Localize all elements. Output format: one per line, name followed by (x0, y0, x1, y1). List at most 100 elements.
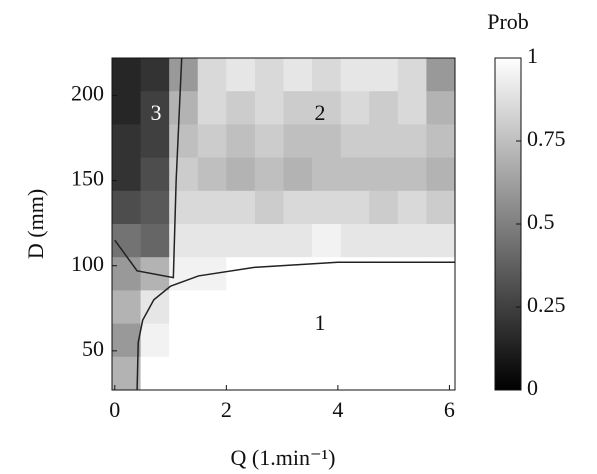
heatmap-cell (254, 290, 284, 325)
heatmap-cell (369, 58, 399, 92)
heatmap-cell (312, 323, 342, 358)
heatmap-cell (140, 157, 170, 192)
heatmap-cell (226, 91, 256, 125)
heatmap-cell (169, 58, 199, 92)
heatmap-cell (283, 323, 313, 358)
colorbar-tick-label: 0.5 (527, 209, 555, 234)
heatmap-cell (369, 290, 399, 325)
heatmap-cell (426, 157, 456, 192)
heatmap-cell (426, 124, 456, 159)
x-tick-label: 2 (221, 397, 232, 422)
heatmap-cell (283, 356, 313, 391)
heatmap-cell (397, 290, 427, 325)
heatmap-cell (397, 91, 427, 125)
heatmap-cell (197, 290, 227, 325)
heatmap-cell (397, 124, 427, 159)
heatmap-cell (140, 190, 170, 225)
heatmap-cell (226, 257, 256, 291)
heatmap-cell (140, 356, 170, 391)
heatmap-cell (340, 323, 370, 358)
colorbar-tick-label: 0.25 (527, 292, 566, 317)
heatmap-cell (426, 323, 456, 358)
heatmap-cell (140, 124, 170, 159)
heatmap-cell (340, 356, 370, 391)
heatmap-cell (112, 190, 142, 225)
heatmap-cell (397, 224, 427, 258)
heatmap-cell (197, 124, 227, 159)
heatmap-cell (197, 58, 227, 92)
x-tick-label: 0 (109, 397, 120, 422)
heatmap-cell (169, 157, 199, 192)
heatmap-cell (426, 290, 456, 325)
y-axis-label: D (mm) (23, 189, 48, 259)
y-tick-label: 200 (71, 81, 104, 106)
heatmap-cell (340, 124, 370, 159)
heatmap-cell (140, 323, 170, 358)
heatmap-cell (369, 323, 399, 358)
region-label: 2 (315, 100, 326, 125)
heatmap-cell (226, 224, 256, 258)
heatmap-cell (169, 190, 199, 225)
heatmap-cell (312, 356, 342, 391)
y-tick-label: 150 (71, 166, 104, 191)
heatmap-cell (254, 157, 284, 192)
heatmap-cell (369, 157, 399, 192)
heatmap-cell (312, 91, 342, 125)
heatmap-cell (226, 157, 256, 192)
heatmap-cell (369, 91, 399, 125)
heatmap-cell (340, 58, 370, 92)
heatmap-cell (283, 190, 313, 225)
heatmap-cell (197, 224, 227, 258)
heatmap-cell (140, 290, 170, 325)
heatmap-cell (340, 91, 370, 125)
heatmap-cell (340, 190, 370, 225)
heatmap-cell (254, 224, 284, 258)
heatmap (112, 58, 456, 391)
x-tick-label: 4 (332, 397, 343, 422)
heatmap-cell (397, 157, 427, 192)
heatmap-cell (426, 356, 456, 391)
heatmap-cell (112, 124, 142, 159)
heatmap-cell (340, 157, 370, 192)
heatmap-cell (283, 124, 313, 159)
heatmap-cell (426, 224, 456, 258)
heatmap-cell (226, 356, 256, 391)
heatmap-cell (226, 124, 256, 159)
heatmap-cell (283, 91, 313, 125)
heatmap-cell (312, 190, 342, 225)
heatmap-cell (112, 157, 142, 192)
heatmap-cell (140, 224, 170, 258)
plot-frame (111, 57, 456, 391)
x-axis-label: Q (1.min⁻¹) (231, 445, 336, 470)
heatmap-cell (197, 157, 227, 192)
heatmap-cell (254, 323, 284, 358)
heatmap-cell (226, 290, 256, 325)
heatmap-cell (112, 91, 142, 125)
region-label: 1 (315, 310, 326, 335)
heatmap-cell (197, 323, 227, 358)
heatmap-cell (112, 224, 142, 258)
heatmap-cell (169, 124, 199, 159)
heatmap-cell (397, 356, 427, 391)
heatmap-cell (312, 224, 342, 258)
heatmap-cell (112, 58, 142, 92)
heatmap-cell (226, 190, 256, 225)
boundary-line (114, 57, 183, 279)
heatmap-cell (226, 58, 256, 92)
heatmap-cell (340, 224, 370, 258)
heatmap-cell (312, 290, 342, 325)
heatmap-cell (226, 323, 256, 358)
heatmap-cell (197, 356, 227, 391)
heatmap-cell (369, 124, 399, 159)
colorbar-tick-label: 0 (527, 375, 538, 400)
x-tick-label: 6 (444, 397, 455, 422)
heatmap-cell (254, 124, 284, 159)
heatmap-cell (140, 91, 170, 125)
heatmap-cell (369, 190, 399, 225)
heatmap-cell (312, 124, 342, 159)
colorbar-tick-label: 0.75 (527, 126, 566, 151)
heatmap-cell (283, 224, 313, 258)
colorbar-label: Prob (487, 9, 529, 34)
heatmap-cell (369, 356, 399, 391)
